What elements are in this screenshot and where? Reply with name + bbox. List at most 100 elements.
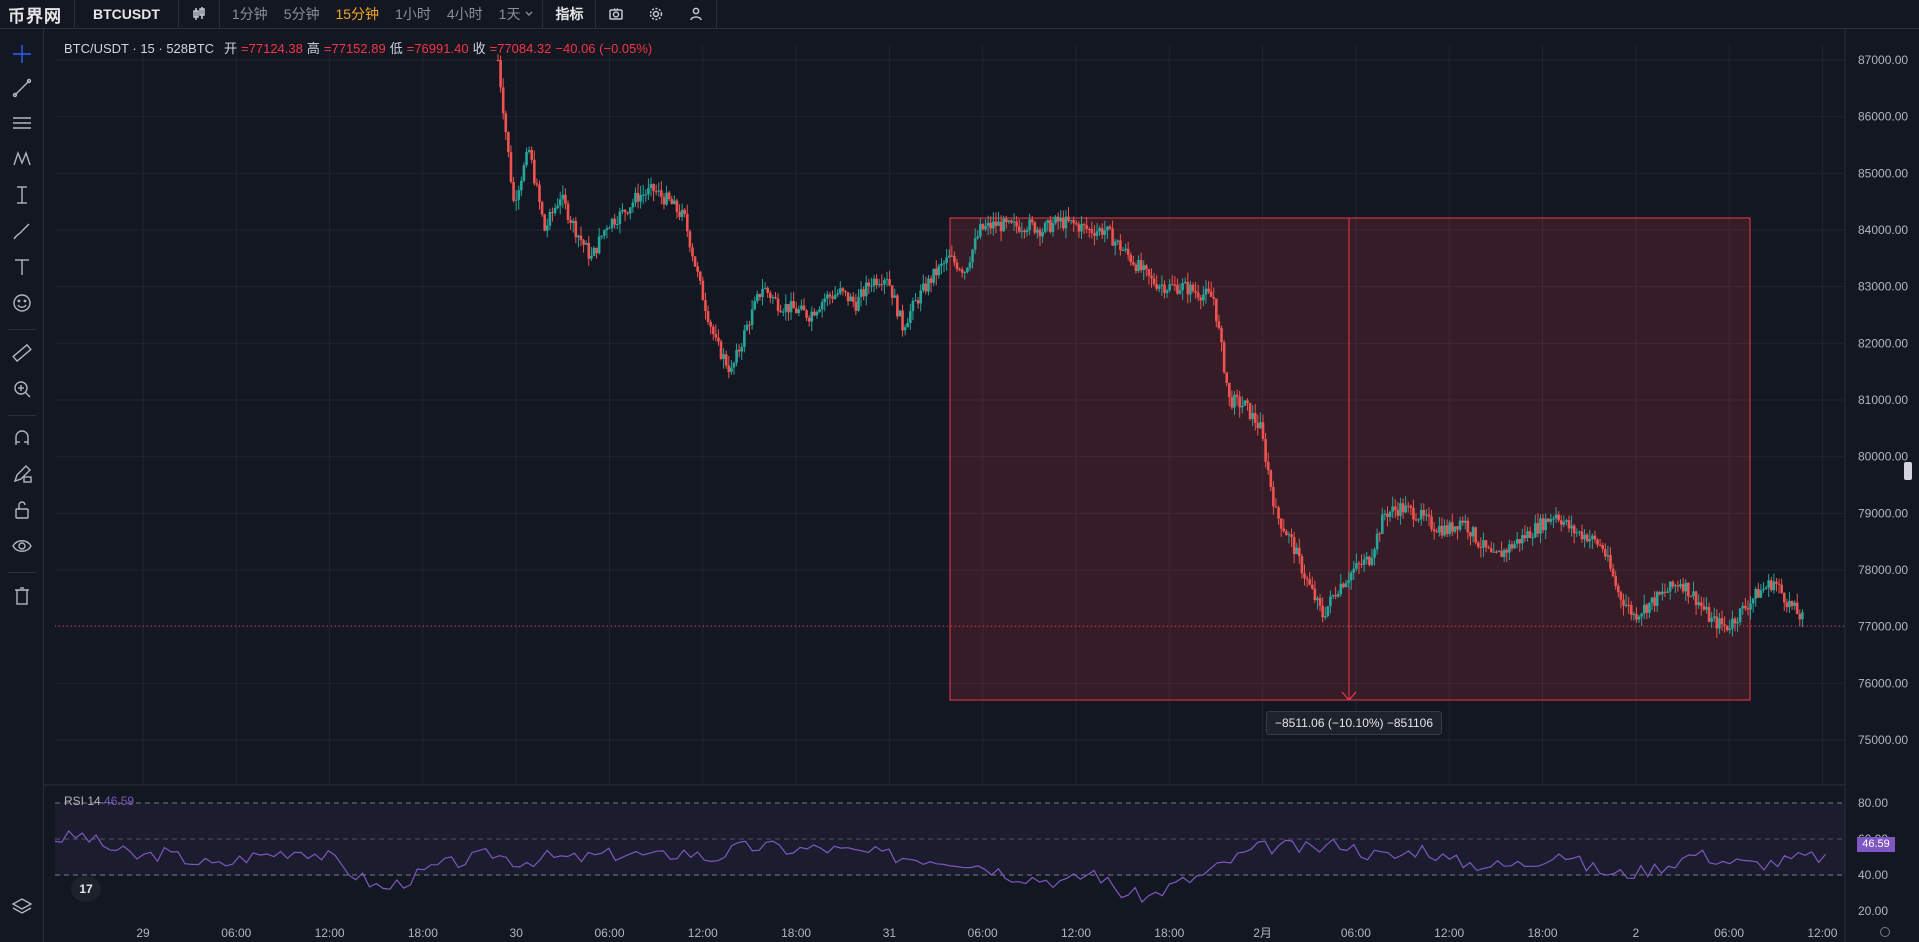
text-tool[interactable] [10,255,34,279]
candle-body [1383,513,1387,515]
zoom-tool[interactable] [10,377,34,401]
trendline-tool[interactable] [10,76,34,100]
symbol-button[interactable]: BTCUSDT [93,6,160,22]
candle-body [1705,607,1708,610]
magnet-tool[interactable] [10,426,34,450]
price-axis-handle[interactable] [1904,462,1912,480]
interval-1h[interactable]: 1小时 [395,5,431,22]
candle-body [1080,224,1083,232]
settings-button[interactable] [636,0,676,29]
price-axis-label: 76000.00 [1858,676,1908,690]
candle-body [1298,547,1301,557]
candle-body [634,192,637,203]
measure-range-area[interactable] [949,217,1751,701]
measure-tool[interactable] [10,183,34,207]
delete-tool[interactable] [10,584,34,608]
candle-body [994,221,998,226]
interval-4h[interactable]: 4小时 [446,5,483,22]
candle-body [1103,230,1107,235]
time-axis-label: 12:00 [688,926,718,940]
chart-settings-icon[interactable] [1880,927,1890,937]
interval-1m[interactable]: 1分钟 [231,5,268,22]
candle-body [525,152,528,166]
candle-body [1661,591,1664,595]
pattern-tool[interactable] [10,147,34,171]
ruler-tool[interactable] [10,341,34,365]
candle-body [1269,470,1273,487]
candle-body [1528,531,1532,538]
lock-drawing-tool[interactable] [10,462,34,486]
candle-body [1388,511,1392,517]
candle-body [1497,550,1501,552]
candle-body [1554,514,1558,519]
candle-body [826,294,829,299]
candle-body [761,288,764,298]
candle-body [1100,228,1104,235]
indicators-button[interactable]: 指标 [555,5,584,22]
candle-body [1310,584,1314,589]
candle-body [649,184,653,188]
candle-body [1479,546,1483,548]
candle-body [1017,226,1021,232]
candle-body [1277,507,1280,519]
candle-body [1191,284,1195,292]
candle-body [1702,605,1706,610]
pattern-icon [13,150,31,166]
top-toolbar: 币界网 BTCUSDT 1分钟 5分钟 15分钟 1小时 4小时 1天 指标 [0,0,1919,29]
tradingview-logo[interactable]: 17 [71,876,101,902]
layers-tool[interactable] [10,895,34,919]
candle-body [992,221,995,229]
candle-body [1710,618,1713,622]
candle-body [1585,534,1589,542]
candle-body [504,113,508,133]
horizontal-lines-tool[interactable] [10,111,34,135]
candle-body [1676,585,1680,587]
candle-body [1751,598,1755,604]
brush-tool[interactable] [10,219,34,243]
candle-body [514,199,518,201]
candle-body [784,303,788,312]
candle-body [818,309,821,312]
candle-body [1124,248,1127,251]
candle-body [1077,224,1081,232]
price-axis-label: 87000.00 [1858,53,1908,67]
candle-body [776,298,780,312]
candle-body [1391,506,1394,512]
time-axis-label: 06:00 [221,926,251,940]
candle-body [909,311,912,323]
candle-body [1196,292,1200,298]
candle-body [717,337,720,342]
candle-body [753,301,757,310]
candle-body [1004,218,1008,223]
candle-type-button[interactable] [179,0,219,29]
candle-body [1759,590,1763,598]
candle-body [883,279,886,285]
interval-15m[interactable]: 15分钟 [335,5,380,22]
interval-5m[interactable]: 5分钟 [283,5,320,22]
candle-body [693,256,697,267]
account-button[interactable] [676,0,716,29]
candle-body [813,311,816,316]
candle-body [543,214,546,231]
lock-all-tool[interactable] [10,498,34,522]
time-axis-label: 31 [883,926,897,940]
candle-body [1531,537,1535,539]
crosshair-tool[interactable] [10,42,34,66]
high-value: =77152.89 [323,41,386,56]
visibility-tool[interactable] [10,534,34,558]
emoji-tool[interactable] [10,291,34,315]
interval-group: 1分钟 5分钟 15分钟 1小时 4小时 1天 [220,0,543,29]
candle-body [1622,599,1625,606]
candle-body [1113,241,1117,246]
price-chart[interactable]: 87000.00 86000.00 85000.00 84000.00 83000.00… [0,29,1919,942]
interval-1d[interactable]: 1天 [491,0,543,29]
low-value: =76991.40 [406,41,469,56]
candle-body [577,235,580,238]
snapshot-button[interactable] [596,0,636,29]
eye-icon [12,540,32,552]
candle-body [1199,297,1203,301]
candle-body [1264,438,1267,462]
candle-body [1134,264,1138,271]
candle-body [864,282,868,297]
divider [8,572,36,573]
